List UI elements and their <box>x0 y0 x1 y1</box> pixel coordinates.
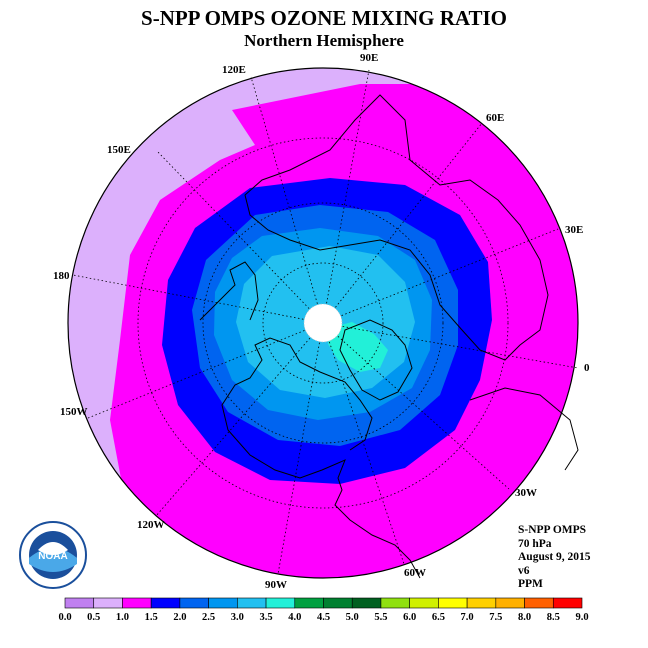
alaska-outline <box>199 261 259 321</box>
africa-outline <box>469 387 579 471</box>
colorbar-tick-label: 5.0 <box>346 612 359 623</box>
colorbar-tick-label: 6.5 <box>432 612 445 623</box>
colorbar-box <box>380 597 410 609</box>
map-border <box>67 67 579 579</box>
colorbar-box <box>122 597 152 609</box>
noaa-logo-icon: NOAA <box>19 521 87 589</box>
colorbar-tick-label: 7.5 <box>489 612 502 623</box>
colorbar-box <box>265 597 296 609</box>
info-level: 70 hPa <box>518 537 552 550</box>
info-version: v6 <box>518 564 530 577</box>
colorbar-tick-label: 2.0 <box>173 612 186 623</box>
lon-label-150e: 150E <box>107 144 131 156</box>
colorbar-box <box>524 597 554 609</box>
colorbar-box <box>409 597 439 609</box>
lon-label-0: 0 <box>584 362 590 374</box>
colorbar-box <box>351 597 382 609</box>
colorbar-boxes <box>64 597 583 609</box>
longitude-labels: 120E 90E 60E 150E 30E 180 0 150W 30W 120… <box>53 52 590 591</box>
colorbar-tick-label: 4.0 <box>288 612 301 623</box>
graticule <box>72 69 579 575</box>
colorbar-box <box>93 597 123 609</box>
colorbar-box <box>294 597 324 609</box>
page-title: S-NPP OMPS OZONE MIXING RATIO <box>141 6 507 30</box>
lon-label-30w: 30W <box>515 487 537 499</box>
colorbar-tick-label: 2.5 <box>202 612 215 623</box>
colorbar-box <box>150 597 181 609</box>
colorbar-tick-label: 5.5 <box>374 612 387 623</box>
colorbar-tick-label: 4.5 <box>317 612 330 623</box>
lon-label-60e: 60E <box>486 112 504 124</box>
colorbar-tick-label: 0.5 <box>87 612 100 623</box>
lon-label-30e: 30E <box>565 224 583 236</box>
colorbar-box <box>495 597 525 609</box>
colorbar-tick-label: 1.5 <box>145 612 158 623</box>
lon-label-60w: 60W <box>404 567 426 579</box>
info-instrument: S-NPP OMPS <box>518 524 587 536</box>
colorbar-tick-label: 8.0 <box>518 612 531 623</box>
colorbar-box <box>208 597 238 609</box>
pole-gap <box>303 303 343 343</box>
lon-label-120w: 120W <box>137 519 165 531</box>
colorbar-labels: 0.0 0.5 1.0 1.5 2.0 2.5 3.0 3.5 4.0 4.5 5.0 5.5 6.0 6… <box>58 612 588 623</box>
colorbar-box <box>438 597 468 609</box>
colorbar: 0.0 0.5 1.0 1.5 2.0 2.5 3.0 3.5 4.0 4.5 5.0 5.5 6.0 6… <box>58 597 589 623</box>
eurasia-outline <box>244 94 549 361</box>
colorbar-box <box>64 597 95 609</box>
greenland-outline <box>339 319 413 401</box>
north-america-outline <box>221 337 421 579</box>
field-3.5-4.0 <box>328 322 388 372</box>
colorbar-tick-label: 1.0 <box>116 612 129 623</box>
colorbar-box <box>552 597 583 609</box>
lon-label-150w: 150W <box>60 406 88 418</box>
info-block: S-NPP OMPS 70 hPa August 9, 2015 v6 PPM <box>518 524 591 592</box>
info-units: PPM <box>518 578 543 590</box>
lon-label-90w: 90W <box>265 579 287 591</box>
colorbar-tick-label: 3.5 <box>259 612 272 623</box>
colorbar-tick-label: 9.0 <box>575 612 588 623</box>
page-subtitle: Northern Hemisphere <box>244 31 404 50</box>
colorbar-box <box>466 597 497 609</box>
colorbar-box <box>237 597 267 609</box>
lon-label-180: 180 <box>53 270 70 282</box>
colorbar-box <box>179 597 209 609</box>
colorbar-tick-label: 8.5 <box>547 612 560 623</box>
info-date: August 9, 2015 <box>518 551 591 563</box>
colorbar-tick-label: 7.0 <box>461 612 474 623</box>
noaa-logo-text: NOAA <box>38 551 67 562</box>
colorbar-box <box>323 597 353 609</box>
colorbar-tick-label: 0.0 <box>58 612 71 623</box>
lon-label-120e: 120E <box>222 64 246 76</box>
continent-outlines <box>199 94 579 579</box>
lon-label-90e: 90E <box>360 52 378 64</box>
colorbar-tick-label: 3.0 <box>231 612 244 623</box>
colorbar-tick-label: 6.0 <box>403 612 416 623</box>
